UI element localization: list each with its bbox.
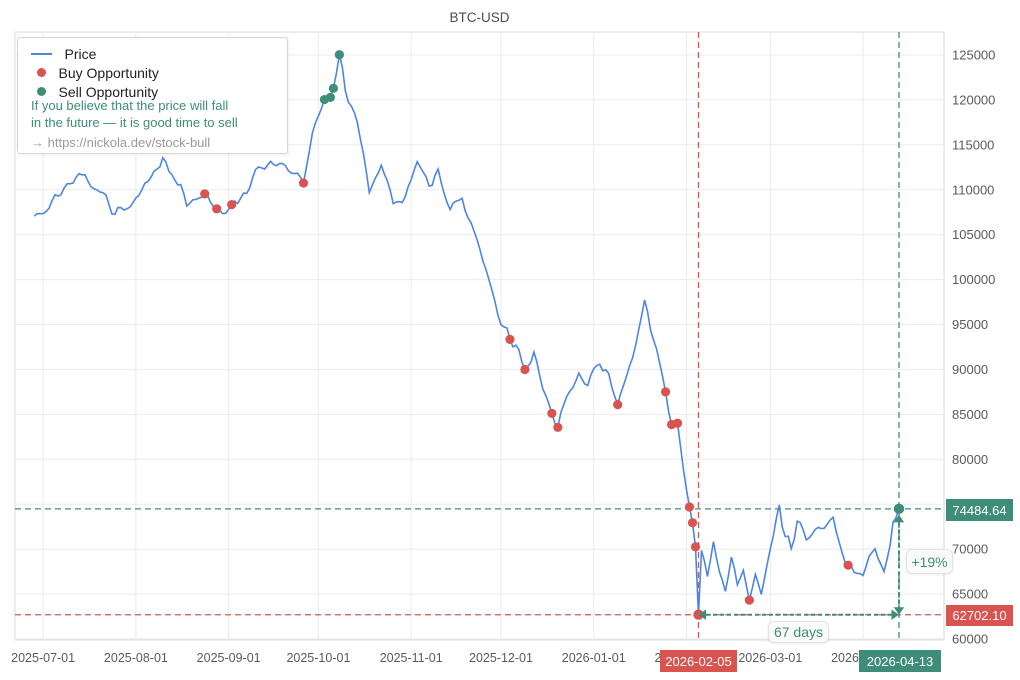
svg-text:125000: 125000 xyxy=(952,48,995,63)
svg-text:2026-01-01: 2026-01-01 xyxy=(562,651,626,665)
svg-text:90000: 90000 xyxy=(952,362,988,377)
svg-text:105000: 105000 xyxy=(952,227,995,242)
svg-text:95000: 95000 xyxy=(952,317,988,332)
svg-text:2026-03-01: 2026-03-01 xyxy=(738,651,802,665)
svg-text:120000: 120000 xyxy=(952,92,995,107)
svg-text:2025-07-01: 2025-07-01 xyxy=(11,651,75,665)
svg-text:2025-12-01: 2025-12-01 xyxy=(469,651,533,665)
svg-text:2025-09-01: 2025-09-01 xyxy=(197,651,261,665)
svg-text:2025-08-01: 2025-08-01 xyxy=(104,651,168,665)
svg-text:2025-11-01: 2025-11-01 xyxy=(380,651,443,665)
svg-text:65000: 65000 xyxy=(952,587,988,602)
svg-text:60000: 60000 xyxy=(952,632,988,647)
svg-text:85000: 85000 xyxy=(952,407,988,422)
svg-text:100000: 100000 xyxy=(952,272,995,287)
svg-text:80000: 80000 xyxy=(952,452,988,467)
svg-text:115000: 115000 xyxy=(952,137,994,152)
svg-text:2025-10-01: 2025-10-01 xyxy=(286,651,350,665)
svg-text:70000: 70000 xyxy=(952,542,988,557)
svg-text:110000: 110000 xyxy=(952,182,994,197)
